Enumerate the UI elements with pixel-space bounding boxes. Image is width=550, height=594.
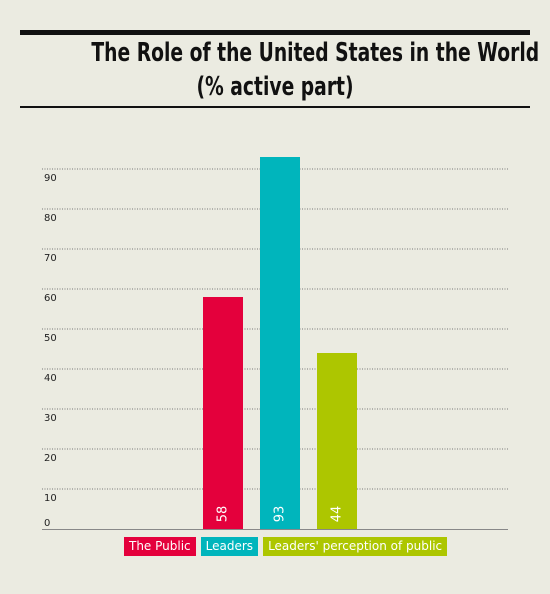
y-tick-label-10: 10	[44, 493, 57, 504]
legend-item-2: Leaders	[200, 537, 259, 556]
y-tick-label-20: 20	[44, 453, 57, 464]
y-tick-label-70: 70	[44, 253, 57, 264]
title-top-rule	[20, 30, 530, 35]
title-bottom-rule	[20, 106, 530, 108]
legend-item-3: Leaders' perception of public	[263, 537, 448, 556]
bar-3	[317, 353, 357, 529]
bar-value-label-1: 58	[216, 506, 231, 523]
y-tick-label-30: 30	[44, 413, 57, 424]
y-tick-label-0: 0	[44, 518, 50, 529]
y-tick-label-90: 90	[44, 173, 57, 184]
y-tick-label-80: 80	[44, 213, 57, 224]
legend-item-1: The Public	[124, 537, 196, 556]
bar-1	[203, 297, 243, 529]
y-tick-label-60: 60	[44, 293, 57, 304]
bar-value-label-2: 93	[273, 506, 288, 523]
bar-value-label-3: 44	[330, 506, 345, 523]
y-tick-label-50: 50	[44, 333, 57, 344]
chart-title-line-2: (% active part)	[196, 72, 354, 102]
bar-2	[260, 157, 300, 529]
y-tick-label-40: 40	[44, 373, 57, 384]
chart-legend: The Public Leaders Leaders' perception of …	[124, 537, 448, 556]
